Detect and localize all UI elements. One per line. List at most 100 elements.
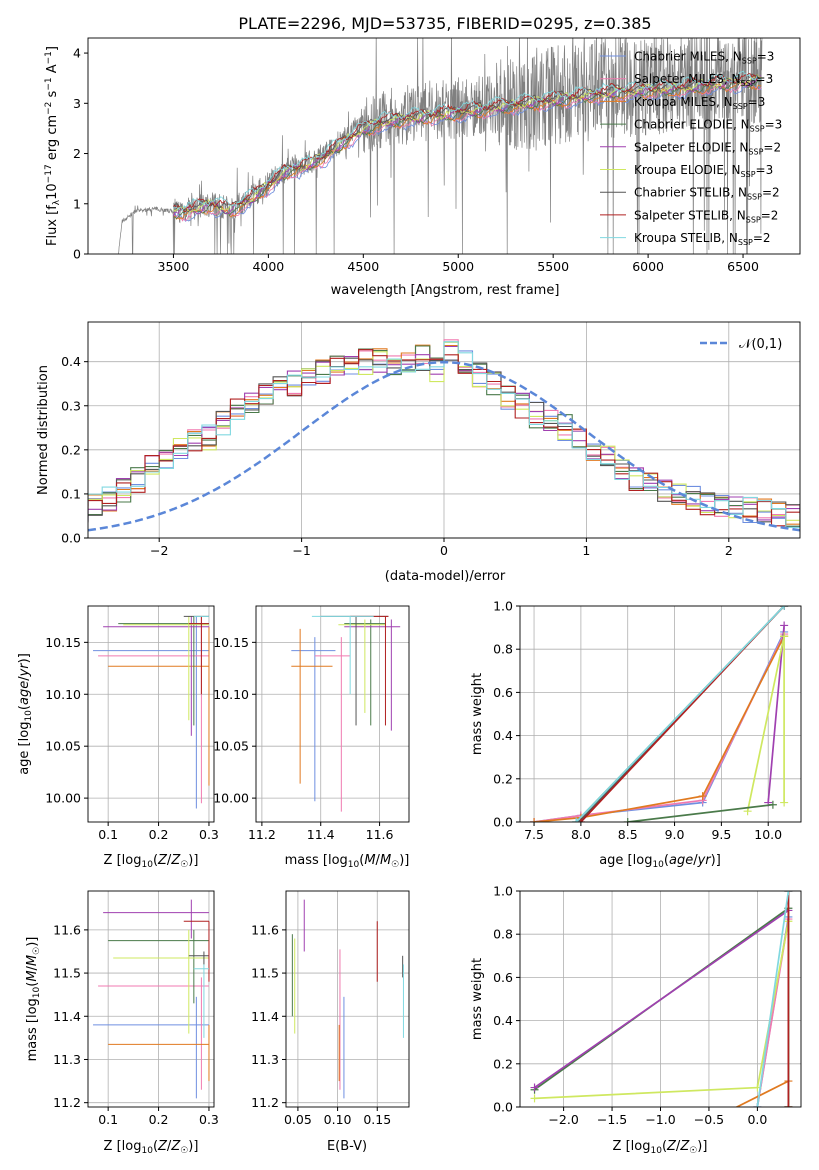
x-tick-label: −2.0 [548,1112,578,1127]
weight-line [575,606,785,822]
y-tick-label: 0.4 [493,1013,513,1028]
axes-mass_vs_Z [88,891,214,1107]
x-tick-label: 0.2 [149,1112,169,1127]
x-tick-label: 1 [582,543,590,558]
y-tick-label: 1 [73,196,81,211]
y-tick-label: 10.10 [213,687,249,702]
x-axis-label: E(B-V) [327,1139,367,1154]
x-axis-label: wavelength [Angstrom, rest frame] [331,283,560,298]
y-tick-label: 10.00 [45,791,81,806]
x-axis-label: Z [log10(Z/Z☉)] [613,1139,708,1156]
axes-age_vs_Z [88,606,214,822]
axes-frame [255,605,410,823]
x-tick-label: −2 [150,543,168,558]
legend-label: Kroupa MILES, NSSP=3 [634,95,765,111]
axes-residuals [88,322,800,539]
y-tick-label: 1.0 [493,884,513,899]
plot-area [93,615,210,809]
x-axis-label: (data-model)/error [385,569,506,584]
weight-line [767,625,785,803]
y-tick-label: 10.15 [45,635,81,650]
y-axis-label: age [log10(age/yr)] [17,653,34,775]
axes-spectrum [118,38,763,254]
y-tick-label: 11.6 [53,922,81,937]
weight-marker [768,800,777,809]
y-tick-label: 10.05 [213,739,249,754]
y-axis-label: mass [log10(M/M☉)] [25,937,42,1062]
x-tick-label: 0.3 [199,1112,219,1127]
axes-frame [87,37,801,255]
legend-label: Salpeter STELIB, NSSP=2 [634,208,778,224]
x-tick-label: 0.10 [324,1112,352,1127]
plot-area [291,615,401,812]
spectrum-panel: 3500 4000 4500 5000 5500 6000 6500 0 1 2 3 4 wavelen… [44,37,801,298]
x-tick-label: 0.1 [98,1112,118,1127]
x-tick-label: 0.0 [747,1112,767,1127]
y-tick-label: 10.05 [45,739,81,754]
y-tick-label: 0.4 [61,354,81,369]
x-axis-label: age [log10(age/yr)] [599,853,721,870]
legend-label: 𝒩(0,1) [739,337,782,352]
weight-line [627,803,774,822]
axes-frame [285,890,410,1108]
y-tick-label: 10.15 [213,635,249,650]
x-tick-label: 2 [725,543,733,558]
mass-vs-metallicity-panel: 0.1 0.2 0.3 11.2 11.3 11.4 11.5 11.6 Z [log10(Z/… [25,890,219,1156]
x-tick-label: 11.2 [248,827,276,842]
y-tick-label: 11.2 [251,1095,279,1110]
y-tick-label: 0.4 [493,728,513,743]
x-tick-label: 9.5 [711,827,731,842]
axes-frame [87,605,215,823]
model-spectrum-line [173,80,762,220]
weight-marker [753,1103,762,1107]
model-spectrum-line [173,73,762,213]
legend-label: Kroupa STELIB, NSSP=2 [634,231,771,247]
y-tick-label: 11.6 [251,922,279,937]
y-tick-label: 0.2 [493,771,513,786]
y-tick-label: 1.0 [493,599,513,614]
frame-age_vs_mass: 11.2 11.4 11.6 10.00 10.05 10.10 10.15 [213,605,410,842]
y-tick-label: 11.5 [53,966,81,981]
y-tick-label: 0.8 [493,927,513,942]
x-tick-label: 8.5 [618,827,638,842]
weight-marker [784,1103,793,1107]
y-axis-label: Normed distribution [36,365,51,495]
y-tick-label: 0.2 [61,442,81,457]
x-axis-label: Z [log10(Z/Z☉)] [104,1139,199,1156]
weight-marker [780,621,789,630]
gaussian-reference-line [88,360,800,532]
frame-weight_vs_age: 7.5 8.0 8.5 9.0 9.5 10.0 0.0 0.2 0.4 0.6 0.8 1.0 [493,599,802,842]
legend-label: Salpeter MILES, NSSP=3 [634,72,773,88]
x-tick-label: 0.3 [199,827,219,842]
mass-weight-vs-metallicity-panel: −2.0 −1.5 −1.0 −0.5 0.0 0.0 0.2 0.4 0.6 0.8 1.0 Z [… [470,884,802,1156]
x-tick-label: 10.0 [754,827,782,842]
y-tick-label: 0.6 [493,970,513,985]
legend-label: Chabrier ELODIE, NSSP=3 [634,118,782,134]
frame-spectrum: 3500 4000 4500 5000 5500 6000 6500 0 1 2 3 4 [73,37,801,274]
plot-area [93,899,210,1099]
x-tick-label: 9.0 [665,827,685,842]
frame-residuals: −2 −1 0 1 2 0.0 0.1 0.2 0.3 0.4 [61,321,801,558]
plot-area [530,606,789,822]
x-tick-label: −1.0 [645,1112,675,1127]
x-tick-label: 11.6 [366,827,394,842]
weight-line [756,891,790,1107]
x-tick-label: −1 [292,543,310,558]
weight-marker [780,798,789,807]
weight-marker [780,632,789,641]
mass-vs-ebv-panel: 0.05 0.10 0.15 11.2 11.3 11.4 11.5 11.6 E(B-V) [251,890,410,1154]
plot-area [291,899,404,1099]
weight-line [534,909,789,1089]
weight-marker [576,818,585,822]
x-tick-label: 8.0 [571,827,591,842]
y-tick-label: 0.2 [493,1056,513,1071]
weight-marker [530,818,539,822]
plot-area [88,339,800,532]
age-vs-mass-panel: 11.2 11.4 11.6 10.00 10.05 10.10 10.15 mass [lo… [213,605,410,870]
weight-marker [530,1094,539,1103]
legend-label: Chabrier STELIB, NSSP=2 [634,186,780,202]
x-tick-label: −0.5 [694,1112,724,1127]
y-tick-label: 0.8 [493,642,513,657]
x-tick-label: 6000 [632,259,664,274]
